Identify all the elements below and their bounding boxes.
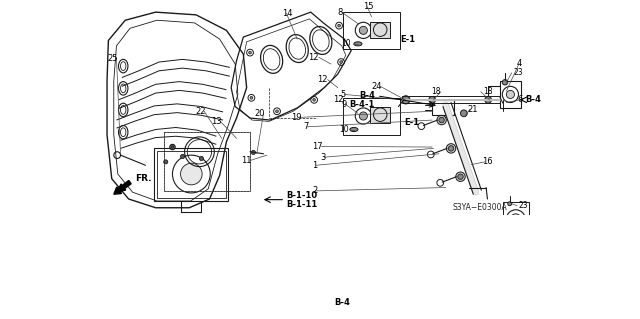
Text: 14: 14 <box>282 9 293 18</box>
Text: B-1-10: B-1-10 <box>287 191 317 200</box>
Text: E-1: E-1 <box>400 35 415 44</box>
Text: 15: 15 <box>364 2 374 11</box>
Text: B-4: B-4 <box>525 95 541 104</box>
Circle shape <box>180 163 202 185</box>
Circle shape <box>359 112 367 120</box>
Circle shape <box>252 151 255 154</box>
Bar <box>154 148 228 201</box>
Text: 20: 20 <box>254 109 265 118</box>
Text: 18: 18 <box>431 87 441 96</box>
Circle shape <box>250 96 253 99</box>
Circle shape <box>449 146 454 151</box>
Bar <box>164 131 250 191</box>
Ellipse shape <box>354 42 362 46</box>
Text: 24: 24 <box>371 82 381 91</box>
Circle shape <box>510 214 521 225</box>
Circle shape <box>508 202 512 206</box>
Text: 6: 6 <box>517 95 522 104</box>
Circle shape <box>446 144 456 153</box>
Text: 12: 12 <box>333 95 343 104</box>
Circle shape <box>402 96 410 104</box>
Text: 9: 9 <box>342 100 347 109</box>
Text: 12: 12 <box>308 53 319 62</box>
Bar <box>370 107 390 123</box>
Circle shape <box>502 80 508 85</box>
Text: 4: 4 <box>516 59 522 68</box>
Circle shape <box>171 146 174 148</box>
Text: S3YA−E0300A: S3YA−E0300A <box>452 203 507 212</box>
Text: 19: 19 <box>291 113 301 122</box>
Text: B-4: B-4 <box>334 298 350 307</box>
Text: 17: 17 <box>312 142 323 151</box>
Text: 25: 25 <box>108 54 118 63</box>
Text: 8: 8 <box>338 8 343 17</box>
Text: 12: 12 <box>317 75 328 84</box>
Circle shape <box>484 96 492 103</box>
Circle shape <box>429 96 436 103</box>
Text: 5: 5 <box>340 90 346 99</box>
Text: B-4: B-4 <box>359 91 375 100</box>
Text: 18: 18 <box>483 87 492 96</box>
Text: 2: 2 <box>312 186 317 195</box>
Circle shape <box>458 174 463 179</box>
Circle shape <box>340 61 342 63</box>
Text: 3: 3 <box>320 153 326 162</box>
Circle shape <box>180 154 184 159</box>
Bar <box>343 98 401 135</box>
Ellipse shape <box>350 128 358 131</box>
Text: 13: 13 <box>211 117 221 126</box>
Text: 11: 11 <box>241 156 252 165</box>
Bar <box>343 12 401 49</box>
Text: B-1-11: B-1-11 <box>287 200 317 209</box>
Text: 23: 23 <box>518 201 528 210</box>
Text: 23: 23 <box>513 68 523 77</box>
Circle shape <box>313 99 316 101</box>
Circle shape <box>439 117 444 123</box>
Circle shape <box>200 157 204 160</box>
Text: 21: 21 <box>467 105 477 114</box>
Circle shape <box>437 115 446 125</box>
Circle shape <box>164 160 168 164</box>
Bar <box>500 81 521 108</box>
Text: 1: 1 <box>312 161 317 170</box>
Text: B-4-1: B-4-1 <box>349 100 375 109</box>
Bar <box>370 22 390 39</box>
Bar <box>157 151 226 198</box>
FancyArrow shape <box>114 181 131 194</box>
Text: 10: 10 <box>339 125 349 134</box>
Circle shape <box>506 90 515 99</box>
Text: E-1: E-1 <box>404 118 419 127</box>
Text: 22: 22 <box>195 107 205 116</box>
Circle shape <box>249 51 252 54</box>
Text: FR.: FR. <box>136 174 152 183</box>
Circle shape <box>359 26 367 34</box>
Circle shape <box>338 24 340 27</box>
Bar <box>432 100 454 115</box>
Circle shape <box>456 172 465 182</box>
Bar <box>503 202 529 240</box>
Text: 10: 10 <box>342 39 351 48</box>
Text: 7: 7 <box>303 122 308 131</box>
Circle shape <box>170 144 175 150</box>
Text: 16: 16 <box>482 157 493 167</box>
Circle shape <box>460 110 467 117</box>
Circle shape <box>276 110 278 113</box>
